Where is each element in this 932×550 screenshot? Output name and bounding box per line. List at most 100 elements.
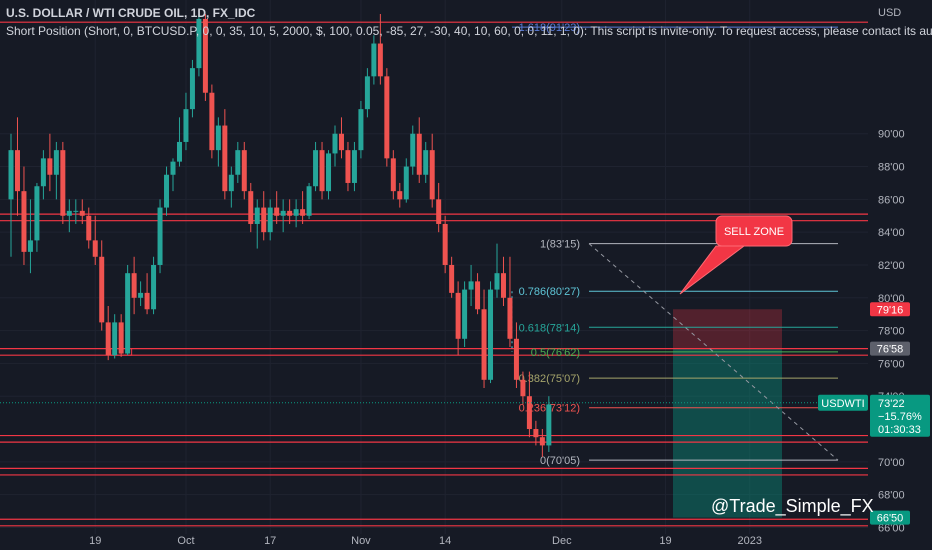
price-tick-label: 66'00 bbox=[878, 522, 905, 534]
candle-body bbox=[403, 166, 409, 200]
candle-body bbox=[410, 133, 416, 167]
time-tick-label: 2023 bbox=[737, 535, 761, 547]
candle bbox=[79, 199, 85, 224]
candle-body bbox=[267, 207, 273, 233]
candle bbox=[280, 199, 286, 233]
candle-body bbox=[131, 273, 137, 298]
sell-zone-annotation[interactable]: SELL ZONE bbox=[679, 215, 793, 295]
candle bbox=[99, 240, 105, 331]
candle-body bbox=[92, 240, 98, 257]
candle-body bbox=[313, 150, 319, 187]
price-axis-bg bbox=[868, 0, 932, 550]
candle bbox=[209, 84, 215, 159]
symbol-tag-label: USDWTI bbox=[821, 398, 864, 410]
candle-body bbox=[228, 174, 234, 192]
candle-body bbox=[261, 207, 267, 233]
candle bbox=[261, 191, 267, 241]
callout-text: SELL ZONE bbox=[724, 226, 784, 238]
candle bbox=[319, 141, 325, 200]
time-tick-label: 17 bbox=[264, 535, 276, 547]
candle-body bbox=[423, 150, 429, 175]
candle-body bbox=[34, 186, 40, 241]
candle bbox=[176, 117, 182, 167]
candle-body bbox=[332, 133, 338, 154]
candle bbox=[481, 289, 487, 389]
candle-body bbox=[21, 191, 27, 252]
candle-body bbox=[429, 150, 435, 200]
candle bbox=[462, 281, 468, 347]
candle-body bbox=[345, 150, 351, 183]
price-tick-label: 82'00 bbox=[878, 260, 905, 272]
candle bbox=[105, 305, 111, 361]
watermark: @Trade_Simple_FX bbox=[711, 496, 874, 516]
callout-pointer bbox=[679, 245, 746, 295]
candle bbox=[196, 14, 202, 77]
candle-body bbox=[280, 210, 286, 216]
candle bbox=[416, 117, 422, 183]
candle-body bbox=[99, 256, 105, 323]
candle bbox=[131, 256, 137, 315]
time-axis-bg bbox=[0, 534, 868, 550]
candle bbox=[47, 133, 53, 192]
candle bbox=[92, 215, 98, 265]
candle bbox=[326, 150, 332, 200]
candle bbox=[500, 256, 506, 306]
candle bbox=[267, 199, 273, 241]
candle bbox=[183, 92, 189, 151]
candle bbox=[241, 141, 247, 200]
candle bbox=[494, 243, 500, 298]
last-price-change: −15.76% bbox=[878, 411, 922, 423]
candle bbox=[397, 182, 403, 208]
candle bbox=[455, 281, 461, 356]
last-price-value: 73'22 bbox=[878, 398, 905, 410]
price-tick-label: 70'00 bbox=[878, 457, 905, 469]
candle bbox=[475, 273, 481, 315]
price-tick-label: 86'00 bbox=[878, 194, 905, 206]
candle-body bbox=[306, 186, 312, 216]
candle bbox=[300, 191, 306, 224]
candle-body bbox=[196, 18, 202, 69]
take-profit-zone bbox=[673, 348, 782, 518]
candle-body bbox=[319, 150, 325, 192]
candle bbox=[449, 256, 455, 298]
candle bbox=[513, 322, 519, 389]
candle bbox=[14, 117, 20, 216]
stop-loss-zone bbox=[673, 309, 782, 349]
candle bbox=[338, 117, 344, 159]
candle-body bbox=[138, 292, 144, 298]
candle-body bbox=[533, 429, 539, 438]
candle-body bbox=[66, 210, 72, 216]
chart-title: U.S. DOLLAR / WTI CRUDE OIL, 1D, FX_IDC bbox=[6, 6, 256, 20]
candle-body bbox=[235, 150, 241, 175]
candle-body bbox=[287, 210, 293, 216]
candle-body bbox=[254, 207, 260, 224]
candle-body bbox=[112, 322, 118, 356]
candle bbox=[151, 256, 157, 315]
candle-body bbox=[364, 76, 370, 110]
candle-body bbox=[27, 240, 33, 252]
candle bbox=[53, 141, 59, 200]
candle bbox=[248, 182, 254, 233]
candle-body bbox=[513, 338, 519, 380]
short-position-zones bbox=[673, 309, 782, 518]
candle bbox=[118, 314, 124, 357]
callout-box bbox=[715, 215, 793, 247]
candle bbox=[358, 100, 364, 159]
candle-body bbox=[170, 161, 176, 175]
candle-body bbox=[475, 281, 481, 310]
candle-body bbox=[222, 125, 228, 192]
candle-body bbox=[189, 68, 195, 110]
candle bbox=[144, 273, 150, 315]
candle bbox=[468, 264, 474, 306]
candle-body bbox=[151, 264, 157, 310]
indicator-legend[interactable]: Short Position (Short, 0, BTCUSD.P, 0, 0… bbox=[6, 24, 932, 38]
candle-body bbox=[384, 76, 390, 159]
candle-body bbox=[53, 150, 59, 175]
candle-body bbox=[215, 125, 221, 151]
time-axis[interactable]: 19 Oct 17 Nov 14 Dec 19 2023 bbox=[0, 534, 868, 550]
candle-body bbox=[377, 43, 383, 77]
candle bbox=[34, 182, 40, 252]
